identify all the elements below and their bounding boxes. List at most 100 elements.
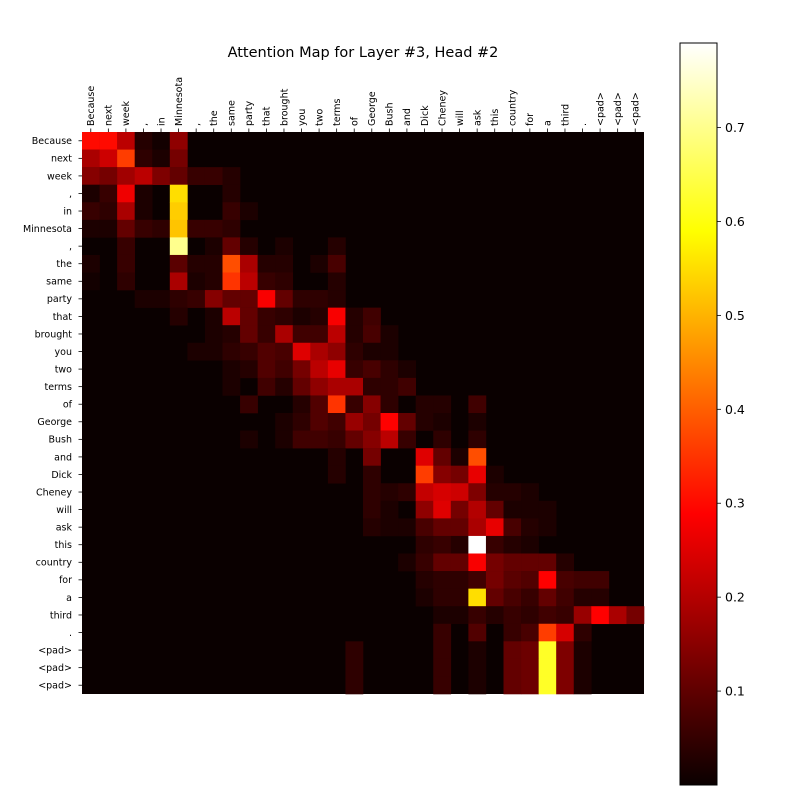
heatmap-cell [327,465,346,484]
heatmap-cell [433,588,452,607]
x-tick-label: two [314,109,325,126]
y-tick-label: same [46,277,72,288]
heatmap-cell [152,167,171,185]
heatmap-cell [257,254,276,273]
y-tick-label: ask [56,523,73,534]
heatmap-cell [573,641,592,660]
heatmap-cell [327,272,346,291]
heatmap-cell [556,676,575,695]
heatmap-cell [573,606,592,625]
x-tick-label: . [578,123,589,126]
heatmap-cell [222,290,241,308]
heatmap-cell [380,342,399,361]
y-tick-label: a [66,593,72,604]
heatmap-cell [556,658,575,677]
heatmap-cell [327,430,346,449]
heatmap-cell [363,325,381,344]
heatmap-cell [82,184,100,203]
heatmap-cell [433,658,452,677]
heatmap-cell [257,290,276,308]
x-tick-label: <pad> [595,92,606,126]
heatmap-cell [275,377,294,396]
heatmap-cell [169,254,188,273]
heatmap-cell [204,167,223,185]
heatmap-cell [503,483,522,502]
heatmap-cell [204,272,223,291]
heatmap-cell [468,518,487,537]
heatmap-cell [468,606,487,625]
heatmap-cell [275,290,294,308]
colorbar-gradient [679,42,718,786]
heatmap-cell [345,377,364,396]
heatmap-cell [503,535,522,554]
heatmap-cell [485,588,504,607]
heatmap-cell [573,588,592,607]
x-tick-label: <pad> [631,92,642,126]
x-tick-label: next [104,105,115,126]
heatmap-cell [538,553,557,572]
heatmap-cell [363,377,381,396]
heatmap-cell [327,342,346,361]
x-tick-label: Cheney [437,90,448,126]
heatmap-cell [398,518,416,537]
heatmap-cell [240,360,258,379]
x-tick-label: and [402,108,413,126]
heatmap-cell [538,641,557,660]
heatmap-cell [240,342,258,361]
heatmap-cell [521,535,539,554]
heatmap-cell [117,237,135,256]
heatmap-cell [327,360,346,379]
heatmap-cell [275,307,294,326]
heatmap-cell [345,360,364,379]
heatmap-cell [485,606,504,625]
x-tick-label: of [350,116,361,126]
y-tick-label: third [50,610,72,621]
heatmap-cell [433,500,452,519]
x-tick-label: brought [279,88,290,126]
heatmap-cell [222,360,241,379]
heatmap-cell [503,606,522,625]
heatmap-cell [380,395,399,414]
heatmap-cell [275,254,294,273]
heatmap-cell [327,325,346,344]
heatmap-cell [222,167,241,185]
heatmap-cell [433,676,452,695]
heatmap-cell [117,184,135,203]
heatmap-cell [380,500,399,519]
heatmap-cell [450,518,469,537]
heatmap-cell [222,202,241,221]
heatmap-cell [468,623,487,642]
x-axis-tokens: Because next week, in Minnesota, the same party… [86,77,642,132]
heatmap-cell [538,500,557,519]
heatmap-cell [345,325,364,344]
heatmap-cell [292,307,311,326]
heatmap-cell [134,219,153,238]
heatmap-cell [415,571,434,589]
heatmap-cell [485,571,504,589]
heatmap-cell [556,623,575,642]
heatmap-cell [485,535,504,554]
heatmap-cell [310,395,329,414]
heatmap-cell [240,237,258,256]
y-tick-label: next [51,154,72,165]
heatmap-cell [292,413,311,431]
heatmap-cell [117,272,135,291]
y-tick-label: week [47,171,72,182]
heatmap-cell [521,518,539,537]
heatmap-cell [117,167,135,185]
heatmap-cell [363,430,381,449]
y-tick-label: <pad> [38,681,72,692]
x-tick-label: country [508,89,519,126]
heatmap-cell [345,676,364,695]
heatmap-cell [538,606,557,625]
heatmap-cell [485,465,504,484]
heatmap-cell [468,571,487,589]
heatmap-cell [415,448,434,466]
heatmap-cell [134,167,153,185]
heatmap-plot-area [82,132,645,695]
heatmap-cell [433,535,452,554]
y-tick-label: <pad> [38,645,72,656]
heatmap-cell [521,571,539,589]
heatmap-cell [99,184,118,203]
